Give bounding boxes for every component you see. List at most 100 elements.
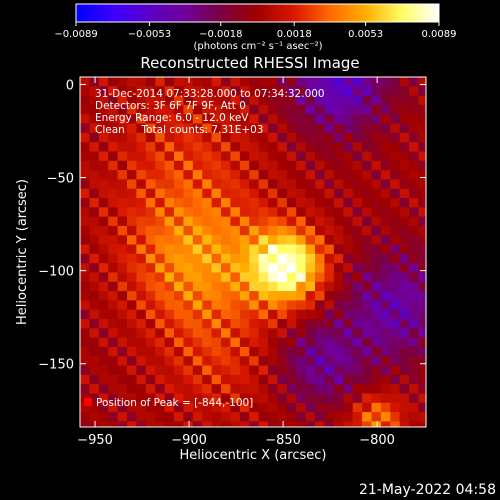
heatmap-cell — [399, 300, 410, 311]
heatmap-cell — [428, 151, 438, 161]
heatmap-cell — [183, 225, 194, 236]
heatmap-cell — [371, 263, 382, 274]
heatmap-cell — [164, 95, 175, 106]
heatmap-cell — [155, 272, 166, 283]
heatmap-cell — [155, 244, 166, 255]
heatmap-cell — [80, 216, 90, 227]
heatmap-cell — [324, 384, 335, 395]
heatmap-cell — [183, 402, 194, 413]
heatmap-cell — [183, 374, 194, 385]
heatmap-cell — [202, 225, 213, 236]
heatmap-cell — [183, 309, 194, 320]
heatmap-cell — [390, 300, 401, 311]
heatmap-cell — [230, 253, 241, 264]
heatmap-cell — [305, 77, 316, 87]
heatmap-cell — [305, 393, 316, 404]
heatmap-cell — [343, 132, 354, 143]
heatmap-cell — [371, 179, 382, 190]
heatmap-cell — [380, 235, 391, 246]
heatmap-cell — [305, 151, 316, 162]
colorbar-tick-label: 0.0018 — [277, 29, 312, 40]
heatmap-cell — [174, 170, 185, 180]
heatmap-cell — [249, 328, 260, 339]
heatmap-cell — [409, 365, 420, 376]
heatmap-cell — [249, 421, 260, 427]
heatmap-cell — [211, 207, 222, 218]
heatmap-cell — [164, 346, 175, 357]
heatmap-cell — [192, 207, 203, 218]
heatmap-cell — [98, 374, 109, 385]
heatmap-cell — [296, 253, 307, 264]
heatmap-cell — [202, 132, 213, 143]
heatmap-cell — [98, 104, 109, 115]
heatmap-cell — [258, 291, 269, 302]
heatmap-cell — [286, 179, 297, 190]
heatmap-cell — [239, 86, 250, 97]
heatmap-cell — [315, 207, 326, 218]
heatmap-cell — [296, 412, 307, 423]
heatmap-cell — [127, 291, 138, 302]
heatmap-cell — [352, 402, 363, 413]
heatmap-cell — [98, 114, 109, 125]
heatmap-cell — [371, 253, 382, 264]
heatmap-cell — [277, 272, 288, 283]
heatmap-cell — [390, 123, 401, 134]
heatmap-cell — [277, 365, 288, 376]
heatmap-cell — [202, 216, 213, 227]
heatmap-cell — [352, 86, 363, 97]
heatmap-cell — [380, 337, 391, 348]
heatmap-cell — [211, 263, 222, 274]
heatmap-cell — [136, 421, 147, 427]
heatmap-cell — [145, 300, 156, 311]
heatmap-cell — [145, 170, 156, 180]
heatmap-cell — [315, 123, 326, 134]
heatmap-cell — [258, 374, 269, 385]
heatmap-cell — [399, 272, 410, 283]
heatmap-cell — [145, 198, 156, 208]
heatmap-cell — [286, 77, 297, 87]
heatmap-cell — [230, 179, 241, 190]
heatmap-cell — [202, 291, 213, 302]
heatmap-cell — [145, 142, 156, 153]
heatmap-cell — [183, 151, 194, 162]
heatmap-cell — [390, 393, 401, 404]
heatmap-cell — [230, 216, 241, 227]
heatmap-cell — [127, 244, 138, 255]
heatmap-cell — [380, 132, 391, 143]
heatmap-cell — [428, 272, 438, 282]
heatmap-cell — [230, 393, 241, 404]
heatmap-cell — [249, 300, 260, 311]
heatmap-cell — [268, 263, 279, 274]
heatmap-cell — [380, 263, 391, 274]
heatmap-cell — [333, 356, 344, 367]
heatmap-cell — [418, 198, 426, 208]
heatmap-cell — [305, 253, 316, 264]
heatmap-cell — [324, 309, 335, 320]
heatmap-cell — [145, 272, 156, 283]
heatmap-cell — [127, 393, 138, 404]
heatmap-cell — [390, 207, 401, 218]
heatmap-cell — [136, 300, 147, 311]
heatmap-cell — [98, 142, 109, 153]
heatmap-cell — [399, 365, 410, 376]
heatmap-cell — [428, 338, 438, 348]
heatmap-cell — [296, 104, 307, 115]
heatmap-cell — [230, 225, 241, 236]
heatmap-cell — [399, 253, 410, 264]
heatmap-cell — [211, 179, 222, 190]
heatmap-cell — [268, 160, 279, 171]
heatmap-cell — [230, 309, 241, 320]
heatmap-cell — [136, 114, 147, 125]
heatmap-cell — [239, 374, 250, 385]
heatmap-cell — [89, 188, 100, 199]
heatmap-cell — [352, 244, 363, 255]
heatmap-cell — [80, 225, 90, 236]
heatmap-cell — [286, 160, 297, 171]
heatmap-cell — [127, 346, 138, 357]
heatmap-cell — [239, 384, 250, 395]
heatmap-cell — [409, 281, 420, 292]
heatmap-cell — [362, 244, 373, 255]
heatmap-cell — [362, 402, 373, 413]
heatmap-cell — [117, 114, 128, 125]
heatmap-cell — [390, 337, 401, 348]
